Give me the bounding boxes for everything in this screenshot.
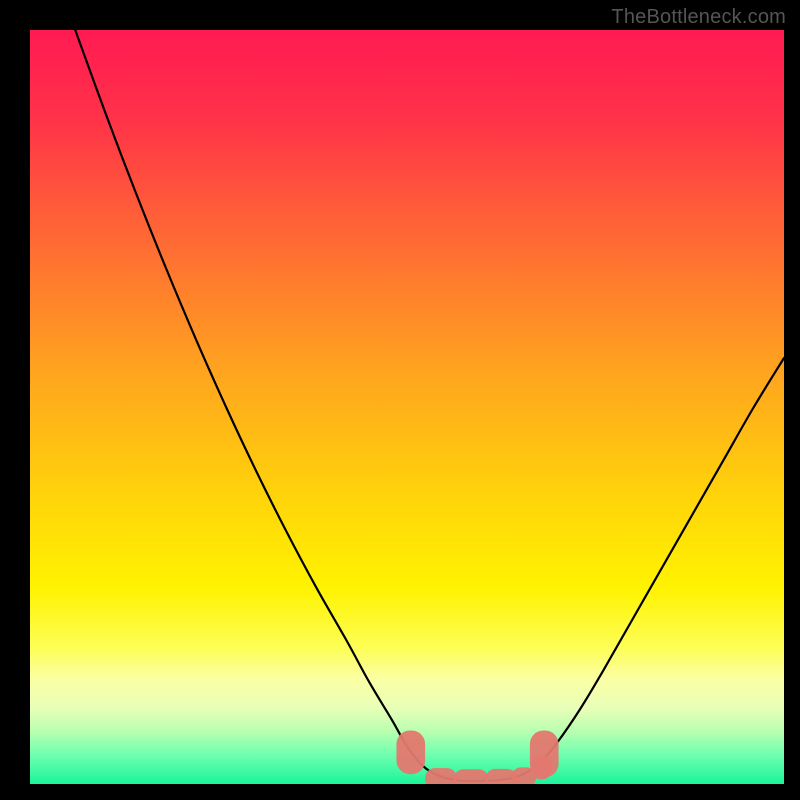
chart-background-gradient — [30, 30, 784, 784]
bottleneck-chart — [30, 30, 784, 784]
chart-plot-area — [30, 30, 784, 784]
valley-marker — [512, 767, 536, 784]
valley-marker — [454, 769, 489, 784]
valley-marker — [396, 730, 425, 774]
valley-marker — [425, 768, 457, 784]
watermark-text: TheBottleneck.com — [611, 6, 786, 29]
